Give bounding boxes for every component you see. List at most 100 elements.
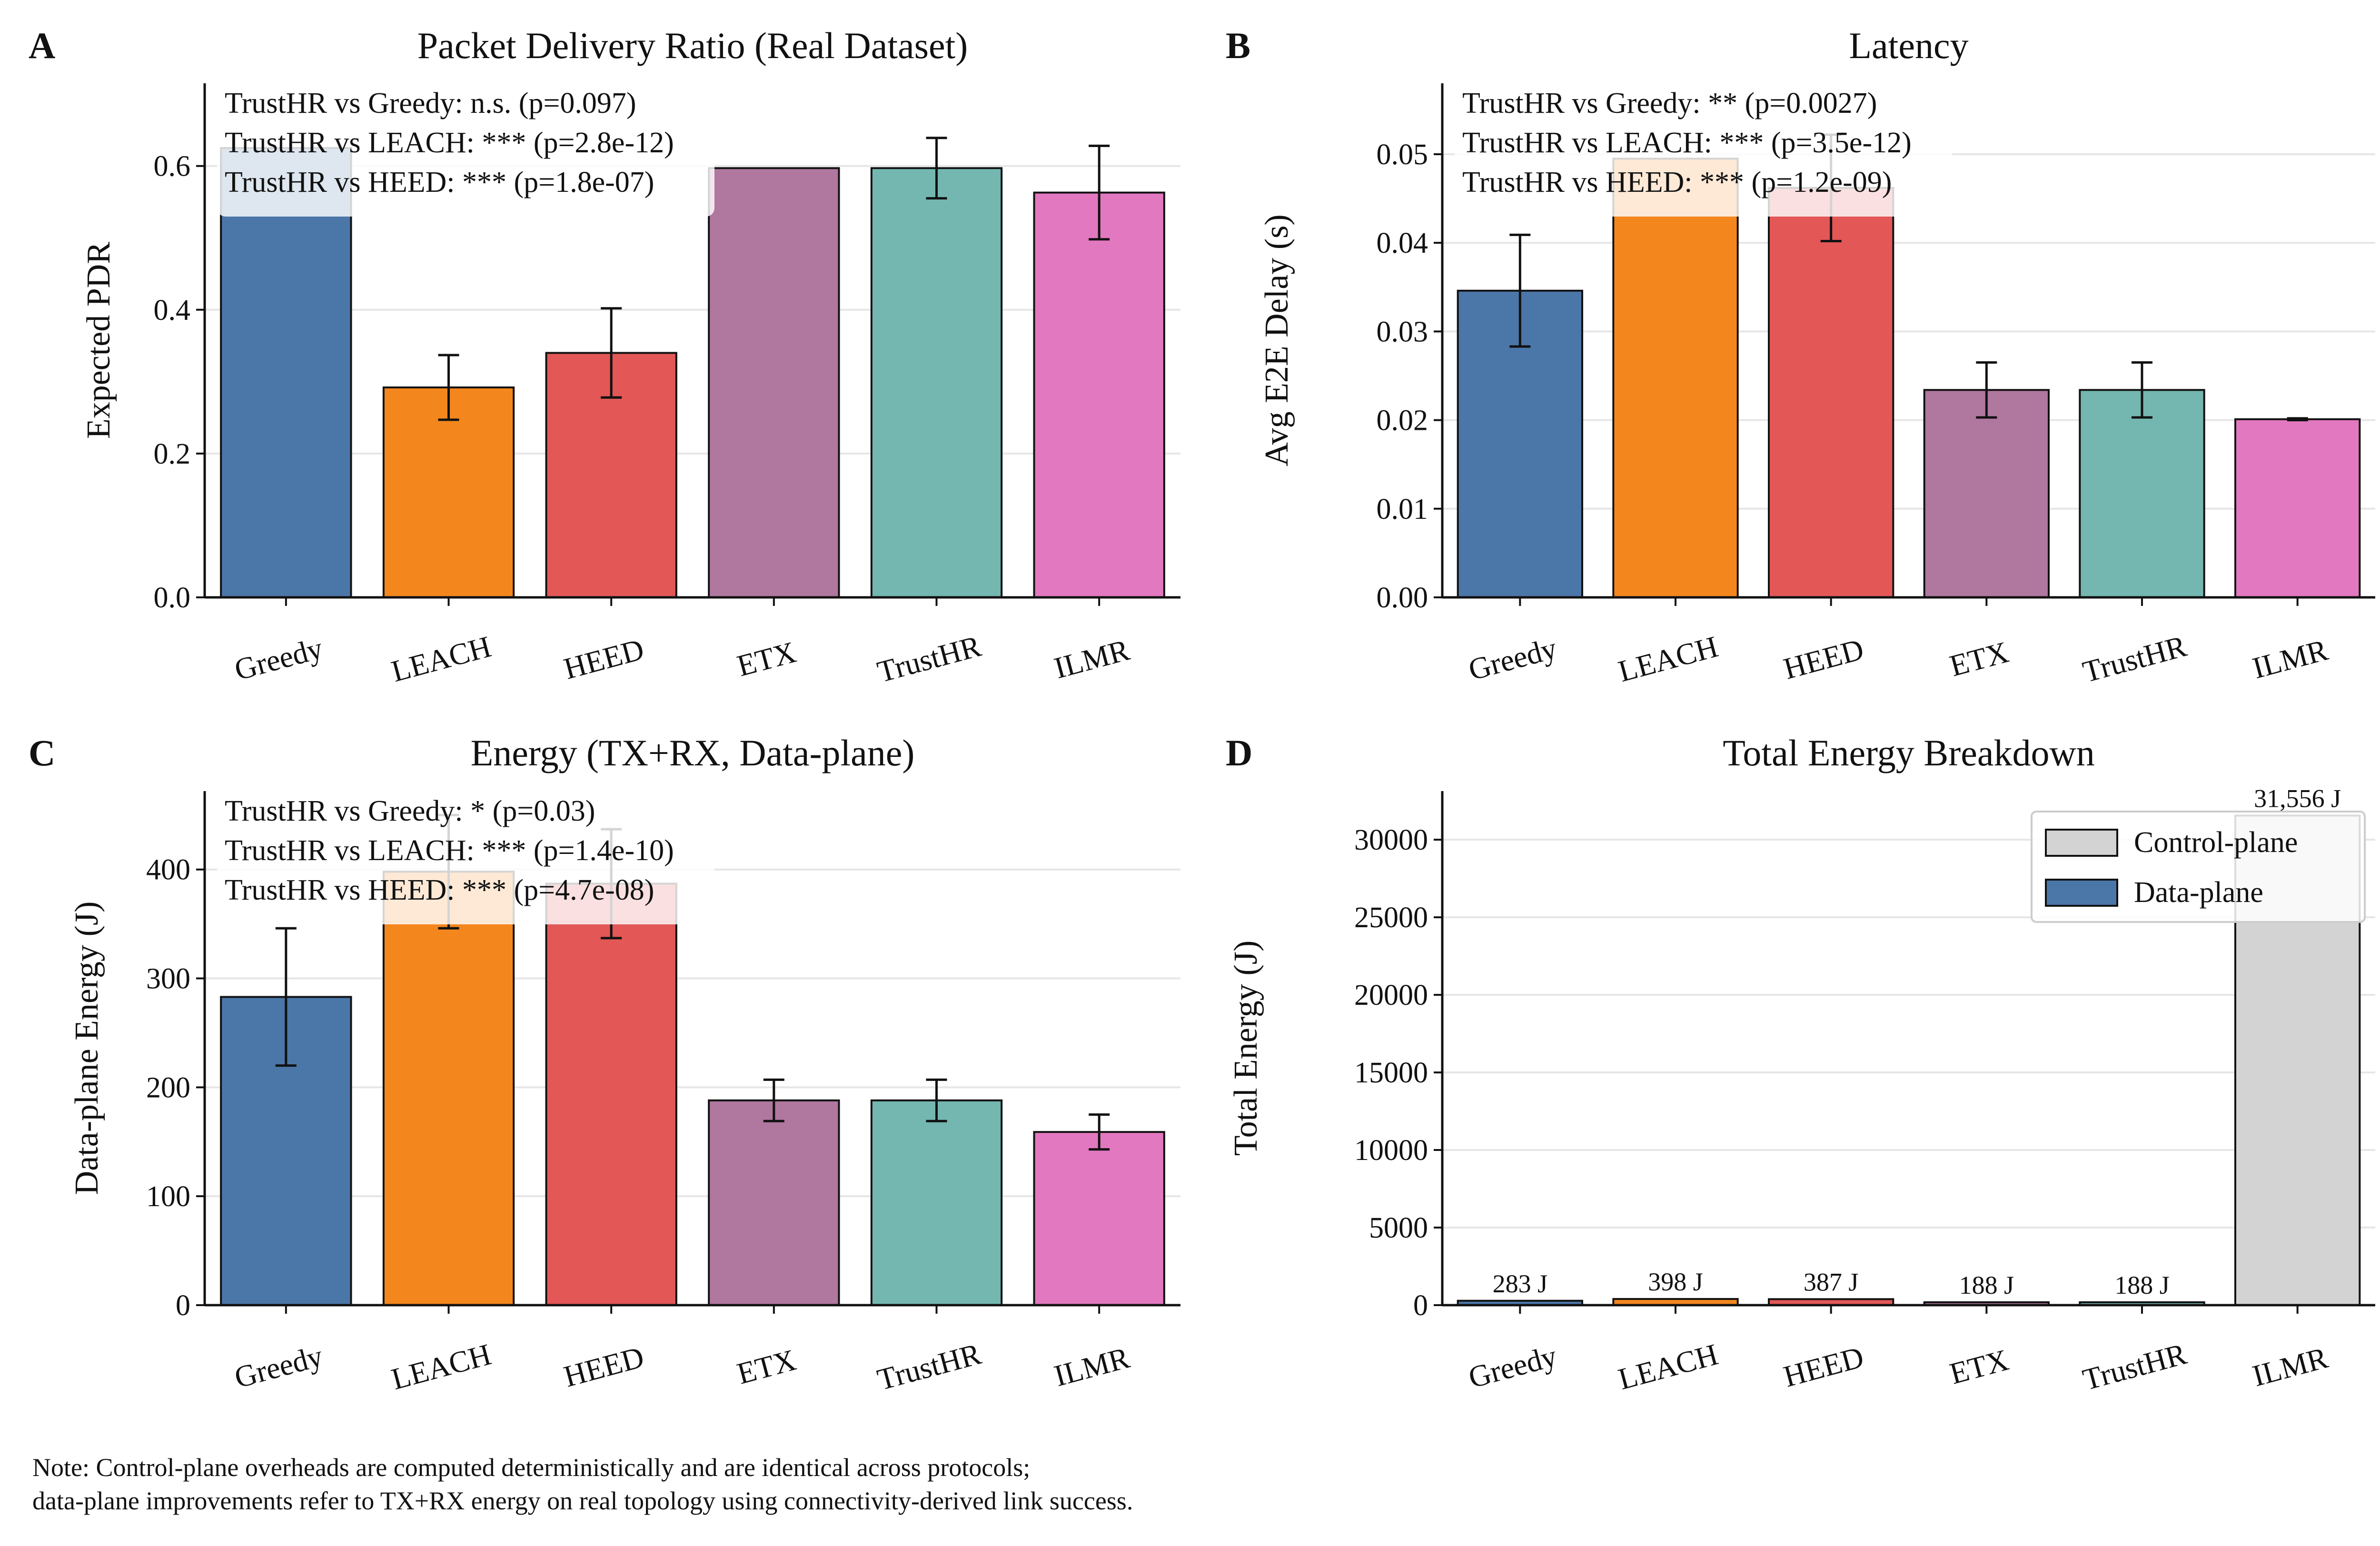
x-tick-label: HEED: [1780, 1340, 1867, 1394]
significance-annotation: TrustHR vs LEACH: *** (p=1.4e-10): [225, 834, 674, 867]
x-tick-label: ILMR: [2249, 633, 2331, 685]
y-axis-label: Data-plane Energy (J): [69, 902, 105, 1195]
x-tick-label: ETX: [1946, 635, 2012, 683]
chart-title: Energy (TX+RX, Data-plane): [471, 732, 915, 773]
annotation-box: [1455, 86, 1952, 217]
y-tick-label: 400: [146, 854, 190, 886]
y-tick-label: 0.2: [154, 438, 191, 470]
legend-entry: Data-plane: [2134, 876, 2263, 909]
y-tick-label: 0.4: [154, 294, 191, 327]
panel-letter: C: [29, 732, 55, 773]
panel-b: B Latency 0.00 0.01 0.02 0.03 0.04 0.05 Avg E2E …: [1226, 25, 2375, 689]
y-tick-label: 10000: [1354, 1134, 1428, 1167]
significance-annotation: TrustHR vs HEED: *** (p=4.7e-08): [225, 874, 654, 906]
x-tick-label: ETX: [734, 635, 800, 683]
bar-trusthr: [870, 1099, 1003, 1307]
bar-value-label: 398 J: [1648, 1268, 1703, 1296]
y-tick-label: 100: [146, 1180, 190, 1213]
x-tick-label: LEACH: [1615, 629, 1721, 688]
x-tick-label: ILMR: [2249, 1340, 2331, 1393]
bar-value-label: 188 J: [1959, 1271, 2014, 1299]
annotation-box: [217, 86, 714, 217]
y-tick-label: 25000: [1354, 902, 1428, 934]
y-tick-label: 0: [176, 1289, 190, 1322]
panel-c: C Energy (TX+RX, Data-plane) 0 100 200 300 400…: [29, 732, 1180, 1397]
bar-value-label: 387 J: [1804, 1268, 1859, 1296]
x-tick-label: Greedy: [1465, 631, 1560, 687]
bar-value-label: 283 J: [1493, 1269, 1548, 1298]
y-tick-label: 0.6: [154, 150, 191, 183]
y-tick-label: 0.03: [1377, 316, 1428, 348]
bar-leach: [382, 871, 515, 1306]
panel-letter: B: [1226, 25, 1250, 66]
bar-greedy: [220, 147, 352, 599]
x-tick-label: ILMR: [1051, 633, 1133, 685]
panel-letter: A: [29, 25, 55, 66]
y-tick-label: 20000: [1354, 979, 1428, 1011]
bar-heed: [1768, 187, 1894, 599]
y-tick-label: 300: [146, 963, 190, 995]
legend-entry: Control-plane: [2134, 826, 2298, 859]
bar-trusthr: [2079, 389, 2205, 599]
bar-leach: [1612, 158, 1739, 598]
bar-ilmr: [1033, 191, 1165, 598]
chart-title: Packet Delivery Ratio (Real Dataset): [417, 25, 968, 66]
bar-etx: [1923, 389, 2050, 599]
y-tick-label: 0: [1413, 1289, 1428, 1322]
y-tick-label: 0.01: [1377, 493, 1428, 525]
x-tick-label: LEACH: [388, 1337, 495, 1396]
y-tick-label: 0.02: [1377, 405, 1428, 437]
bar-value-label: 31,556 J: [2254, 784, 2341, 813]
bar-trusthr: [870, 167, 1003, 599]
y-tick-label: 0.05: [1377, 139, 1428, 171]
x-tick-label: LEACH: [1615, 1337, 1721, 1396]
bar-ilmr: [1033, 1131, 1165, 1307]
x-tick-label: ETX: [1946, 1343, 2012, 1391]
bar-etx: [708, 1099, 840, 1307]
x-tick-label: Greedy: [231, 631, 326, 687]
x-tick-label: LEACH: [388, 629, 495, 688]
x-tick-label: Greedy: [231, 1339, 326, 1395]
significance-annotation: TrustHR vs Greedy: * (p=0.03): [225, 795, 595, 827]
significance-annotation: TrustHR vs Greedy: ** (p=0.0027): [1462, 87, 1877, 119]
x-tick-label: ILMR: [1051, 1340, 1133, 1393]
bar-ilmr: [2234, 418, 2361, 598]
footnote: Note: Control-plane overheads are comput…: [32, 1451, 2365, 1517]
y-axis-label: Expected PDR: [80, 242, 117, 439]
y-tick-label: 200: [146, 1071, 190, 1104]
x-tick-label: TrustHR: [2079, 629, 2190, 689]
footnote-line-1: Note: Control-plane overheads are comput…: [32, 1453, 1031, 1482]
y-tick-label: 0.00: [1377, 582, 1428, 614]
significance-annotation: TrustHR vs HEED: *** (p=1.8e-07): [225, 166, 654, 198]
panel-letter: D: [1226, 732, 1252, 773]
legend-swatch: [2045, 829, 2118, 857]
panel-a: A Packet Delivery Ratio (Real Dataset) 0.0…: [29, 25, 1180, 689]
y-tick-label: 0.0: [154, 582, 191, 614]
bar-leach: [382, 386, 515, 598]
x-tick-label: HEED: [1780, 632, 1867, 686]
significance-annotation: TrustHR vs Greedy: n.s. (p=0.097): [225, 87, 636, 119]
chart-title: Latency: [1849, 25, 1968, 66]
y-axis-label: Avg E2E Delay (s): [1259, 214, 1295, 466]
chart-title: Total Energy Breakdown: [1723, 732, 2095, 773]
legend-swatch: [2045, 879, 2118, 907]
x-tick-label: TrustHR: [874, 629, 985, 689]
significance-annotation: TrustHR vs LEACH: *** (p=2.8e-12): [225, 127, 674, 159]
y-tick-label: 5000: [1369, 1212, 1428, 1244]
annotation-box: [217, 793, 714, 924]
significance-annotation: TrustHR vs HEED: *** (p=1.2e-09): [1462, 166, 1892, 198]
bar-etx: [708, 167, 840, 599]
x-tick-label: TrustHR: [874, 1337, 985, 1397]
panel-d: D Total Energy Breakdown 0 5000 10000 15000 20…: [1226, 732, 2375, 1397]
y-tick-label: 0.04: [1377, 227, 1428, 259]
bar-value-label: 188 J: [2114, 1271, 2170, 1299]
x-tick-label: Greedy: [1465, 1339, 1560, 1395]
footnote-line-2: data-plane improvements refer to TX+RX e…: [32, 1487, 1133, 1515]
x-tick-label: HEED: [560, 632, 647, 686]
x-tick-label: TrustHR: [2079, 1337, 2190, 1397]
bar-heed: [545, 882, 677, 1307]
y-axis-label: Total Energy (J): [1228, 941, 1264, 1156]
y-tick-label: 15000: [1354, 1057, 1428, 1089]
x-tick-label: ETX: [734, 1343, 800, 1391]
